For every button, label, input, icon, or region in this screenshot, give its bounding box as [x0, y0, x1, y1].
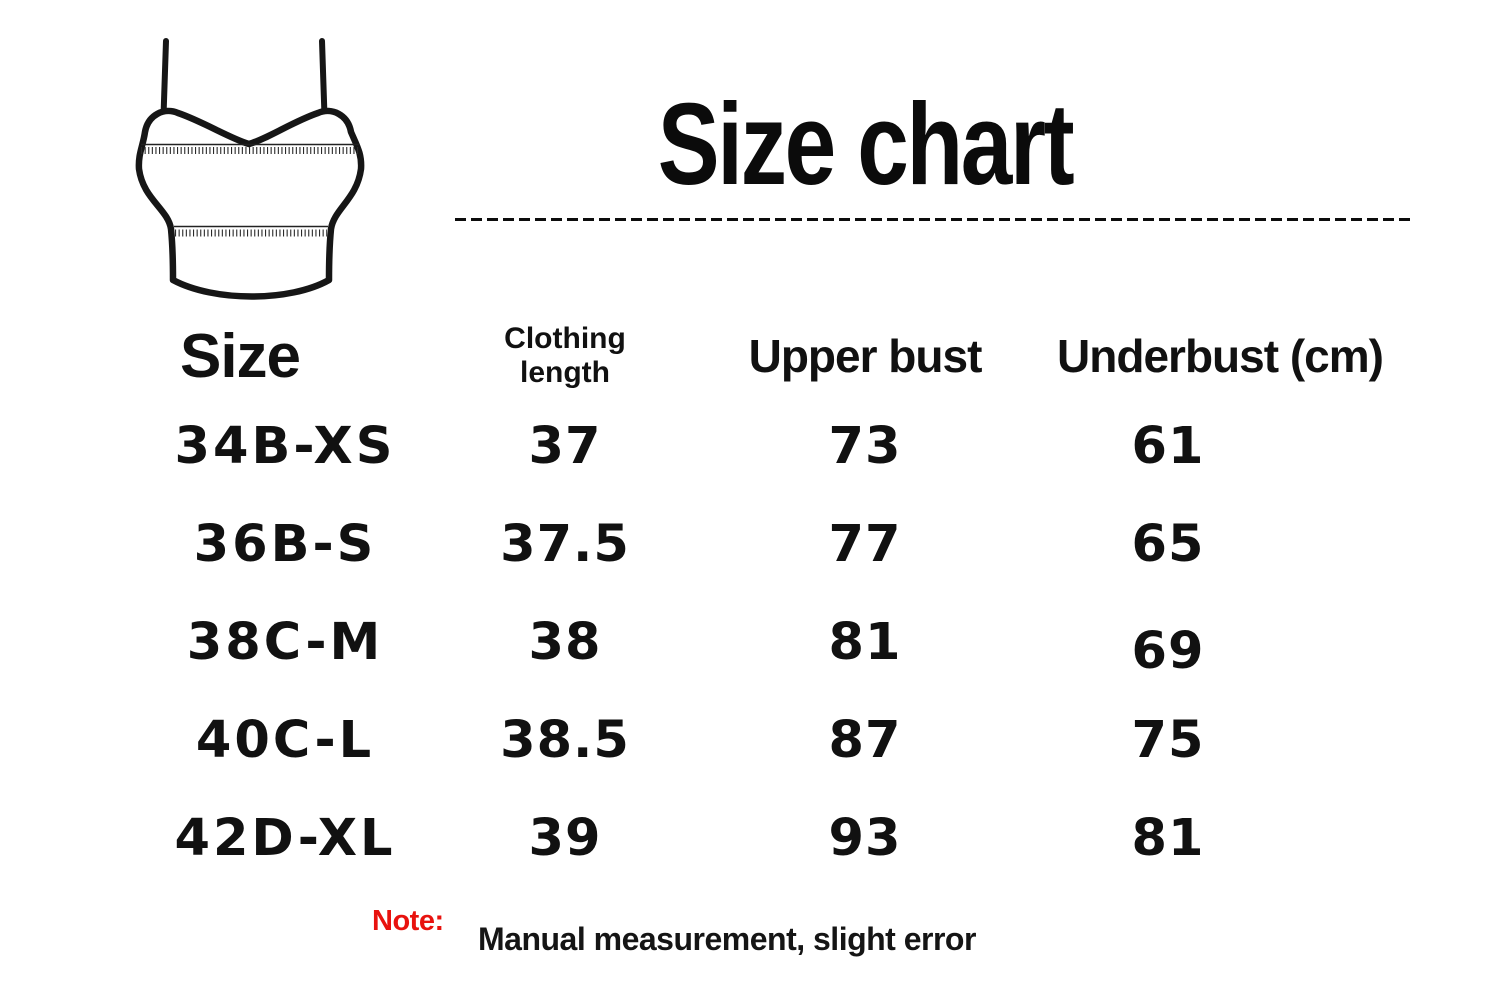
upper-bust-cell: 81 — [828, 612, 902, 672]
camisole-left-strap — [160, 38, 169, 119]
column-header-upper-bust: Upper bust — [748, 330, 983, 382]
size-cell: 42D-XL — [174, 808, 396, 868]
note-label: Note: — [372, 905, 444, 937]
column-header-size: Size — [179, 321, 301, 391]
camisole-bodice-outline — [135, 107, 365, 300]
clothing-length-cell: 38.5 — [500, 710, 630, 770]
underbust-cell: 65 — [1131, 514, 1205, 574]
underbust-cell: 61 — [1131, 416, 1205, 476]
size-table: Size Clothing length Upper bust Underbus… — [150, 315, 1420, 887]
size-cell: 34B-XS — [174, 416, 396, 476]
note-text: Manual measurement, slight error — [478, 921, 976, 957]
column-header-clothing-length-wrap: Clothing length — [420, 315, 710, 397]
camisole-top-illustration — [135, 38, 365, 300]
upper-bust-cell: 87 — [828, 710, 902, 770]
upper-bust-cell: 77 — [828, 514, 902, 574]
dashed-divider — [455, 218, 1413, 221]
size-cell: 36B-S — [193, 514, 377, 574]
column-header-underbust: Underbust (cm) — [1057, 330, 1384, 382]
camisole-right-strap — [319, 38, 328, 119]
upper-bust-cell: 73 — [828, 416, 902, 476]
upper-bust-cell: 93 — [828, 808, 902, 868]
clothing-length-cell: 37 — [528, 416, 602, 476]
clothing-length-cell: 38 — [528, 612, 602, 672]
underbust-cell: 81 — [1131, 808, 1205, 868]
size-cell: 40C-L — [195, 710, 375, 770]
underbust-cell: 75 — [1131, 710, 1205, 770]
size-cell: 38C-M — [186, 612, 384, 672]
underbust-cell: 69 — [1131, 621, 1205, 681]
page-title: Size chart — [657, 79, 1075, 209]
clothing-length-cell: 39 — [528, 808, 602, 868]
clothing-length-cell: 37.5 — [500, 514, 630, 574]
column-header-clothing-length: Clothing length — [504, 322, 626, 389]
